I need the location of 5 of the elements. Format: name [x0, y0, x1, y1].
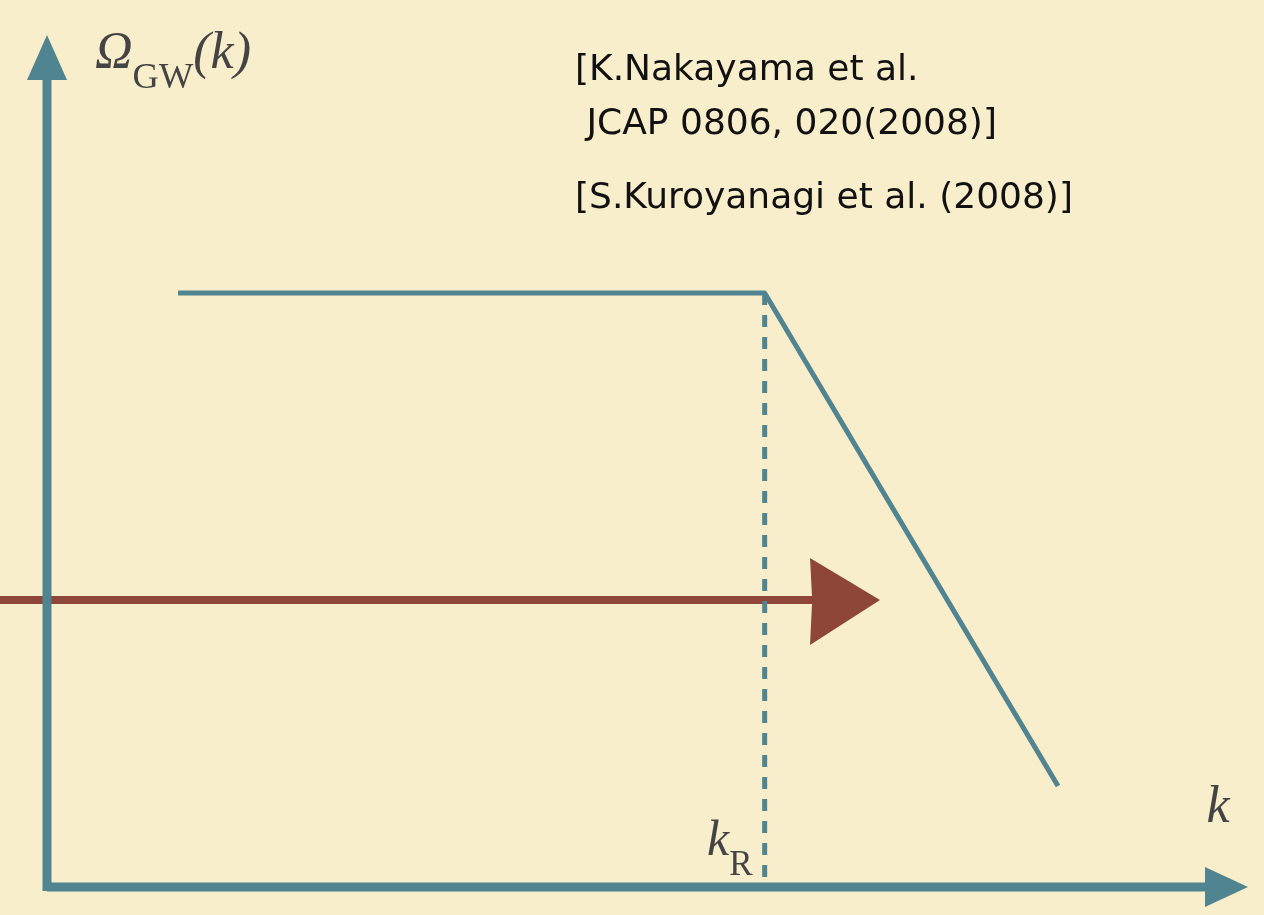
annotation: k$_{R}$	[707, 810, 754, 883]
text: [K.Nakayama et al. JCAP 0806, 020(2008)]	[575, 47, 997, 142]
text: [S.Kuroyanagi et al. (2008)]	[575, 175, 1073, 216]
y-axis-title: Ω$_{GW}$(k)	[95, 22, 251, 96]
x-axis-title: k	[1206, 776, 1231, 833]
